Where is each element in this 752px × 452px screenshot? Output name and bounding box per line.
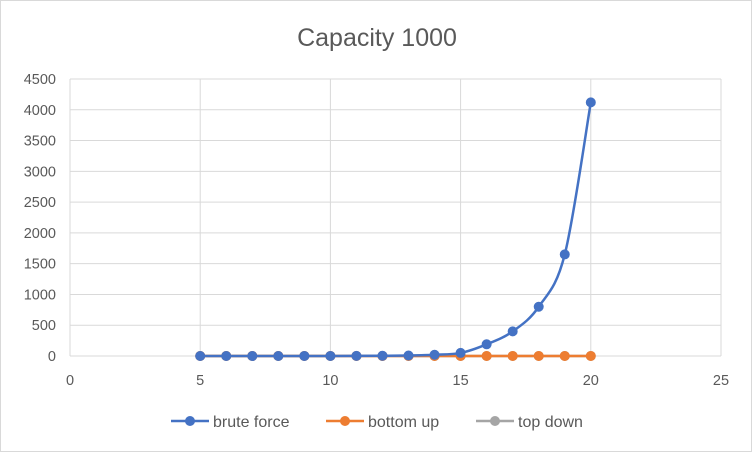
y-tick-label: 2000 [24, 226, 56, 242]
x-tick-label: 5 [196, 373, 204, 389]
data-point [533, 350, 544, 361]
legend-item: top down [476, 414, 583, 431]
y-tick-label: 4500 [24, 72, 56, 88]
y-tick-label: 4000 [24, 103, 56, 119]
legend-label: top down [518, 414, 583, 431]
y-tick-label: 1500 [24, 257, 56, 273]
legend-item: brute force [171, 414, 290, 431]
x-tick-label: 15 [453, 373, 469, 389]
x-tick-label: 25 [713, 373, 729, 389]
x-tick-label: 20 [583, 373, 599, 389]
data-point [273, 351, 284, 361]
data-point [429, 349, 440, 360]
data-point [247, 351, 258, 361]
data-point [403, 350, 414, 361]
legend-marker [490, 416, 500, 426]
data-point [325, 350, 336, 361]
legend-label: brute force [213, 414, 290, 431]
y-tick-label: 2500 [24, 195, 56, 211]
plot-series [195, 97, 596, 361]
data-point [559, 249, 570, 260]
series-brute-force [195, 97, 596, 361]
data-point [585, 97, 596, 108]
legend: brute force bottom up top down [171, 414, 583, 431]
data-point [195, 351, 206, 361]
x-axis-ticks: 0 5 10 15 20 25 [66, 373, 729, 389]
legend-item: bottom up [326, 414, 439, 431]
y-tick-label: 3500 [24, 134, 56, 150]
gridlines [69, 78, 722, 357]
data-point [507, 326, 518, 337]
x-tick-label: 10 [322, 373, 338, 389]
legend-label: bottom up [368, 414, 439, 431]
data-point [221, 351, 232, 361]
y-tick-label: 3000 [24, 164, 56, 180]
data-point [481, 339, 492, 350]
legend-marker [340, 416, 350, 426]
data-point [559, 350, 570, 361]
data-point [507, 350, 518, 361]
data-point [533, 301, 544, 312]
data-point [481, 350, 492, 361]
data-point [455, 347, 466, 358]
data-point [299, 350, 310, 361]
y-tick-label: 0 [48, 349, 56, 365]
legend-marker [185, 416, 195, 426]
chart-title: Capacity 1000 [297, 24, 457, 52]
y-tick-label: 1000 [24, 287, 56, 303]
data-point [351, 350, 362, 361]
x-tick-label: 0 [66, 373, 74, 389]
y-tick-label: 500 [32, 318, 56, 334]
data-point [377, 350, 388, 361]
y-axis-ticks: 0 500 1000 1500 2000 2500 3000 3500 4000 4500 [24, 72, 56, 365]
data-point [585, 350, 596, 361]
